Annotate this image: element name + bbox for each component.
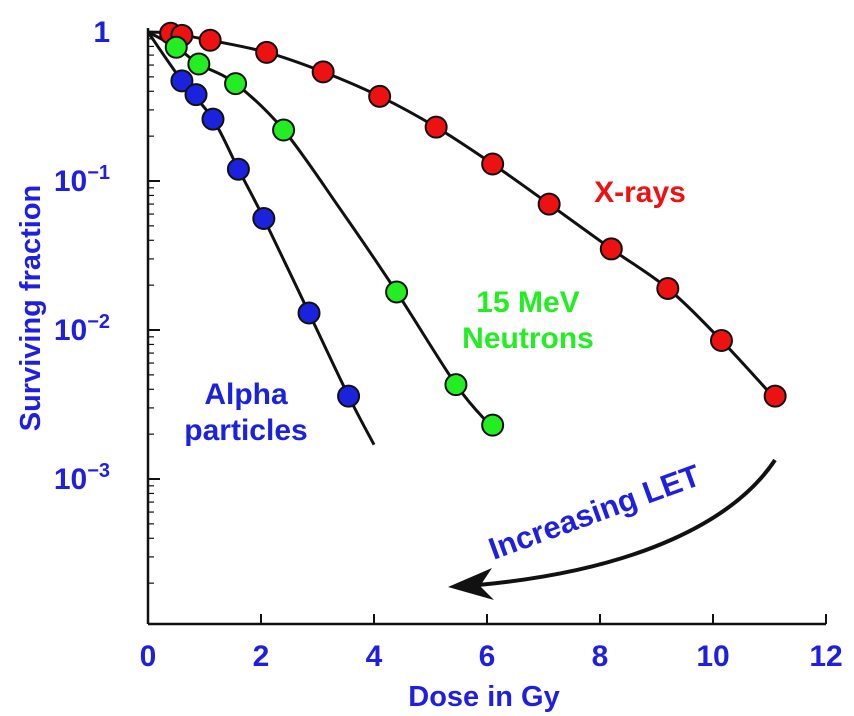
data-point-xrays — [709, 329, 733, 353]
data-point-neutrons — [187, 52, 211, 76]
y-tick-label: 1 — [93, 16, 110, 49]
x-tick-label: 6 — [479, 640, 496, 673]
data-point-alpha — [184, 83, 208, 107]
x-tick-label: 4 — [366, 640, 383, 673]
data-point-neutrons — [385, 280, 409, 304]
data-point-neutrons — [164, 35, 188, 59]
data-point-xrays — [656, 276, 680, 300]
y-tick-label: 10−3 — [54, 460, 110, 496]
series-label-xrays: X-rays — [594, 176, 686, 209]
data-points — [159, 21, 787, 437]
y-tick-label: 10−2 — [54, 311, 110, 347]
data-point-alpha — [297, 301, 321, 325]
data-point-xrays — [763, 384, 787, 408]
data-point-alpha — [337, 384, 361, 408]
data-point-xrays — [255, 40, 279, 64]
data-point-alpha — [252, 207, 276, 231]
y-axis-ticks: 1 10−1 10−2 10−3 — [54, 16, 160, 584]
increasing-let-text: Increasing LET — [484, 458, 705, 567]
series-label-neutrons: 15 MeV Neutrons — [462, 286, 594, 355]
data-point-xrays — [537, 192, 561, 216]
data-point-neutrons — [224, 72, 248, 96]
data-point-xrays — [311, 60, 335, 84]
data-point-neutrons — [272, 118, 296, 142]
increasing-let-arrow — [477, 458, 777, 587]
x-tick-label: 10 — [696, 640, 729, 673]
increasing-let-annotation: Increasing LET — [448, 458, 777, 600]
x-tick-label: 2 — [253, 640, 270, 673]
series-label-alpha: Alpha particles — [184, 378, 307, 447]
fit-curve-neutrons — [147, 30, 491, 427]
increasing-let-arrowhead — [448, 568, 494, 600]
x-tick-label: 0 — [140, 640, 157, 673]
data-point-xrays — [368, 84, 392, 108]
data-point-xrays — [599, 237, 623, 261]
x-axis-ticks: 0 2 4 6 8 10 12 — [140, 614, 843, 673]
x-axis-title: Dose in Gy — [408, 681, 560, 713]
data-point-xrays — [198, 28, 222, 52]
y-tick-label: 10−1 — [54, 162, 110, 198]
x-tick-label: 8 — [592, 640, 609, 673]
data-point-neutrons — [444, 373, 468, 397]
data-point-neutrons — [481, 413, 505, 437]
data-point-alpha — [170, 69, 194, 93]
y-axis-title: Surviving fraction — [15, 185, 47, 432]
data-point-xrays — [481, 152, 505, 176]
x-tick-label: 12 — [809, 640, 842, 673]
data-point-alpha — [226, 157, 250, 181]
data-point-xrays — [424, 115, 448, 139]
data-point-alpha — [201, 107, 225, 131]
